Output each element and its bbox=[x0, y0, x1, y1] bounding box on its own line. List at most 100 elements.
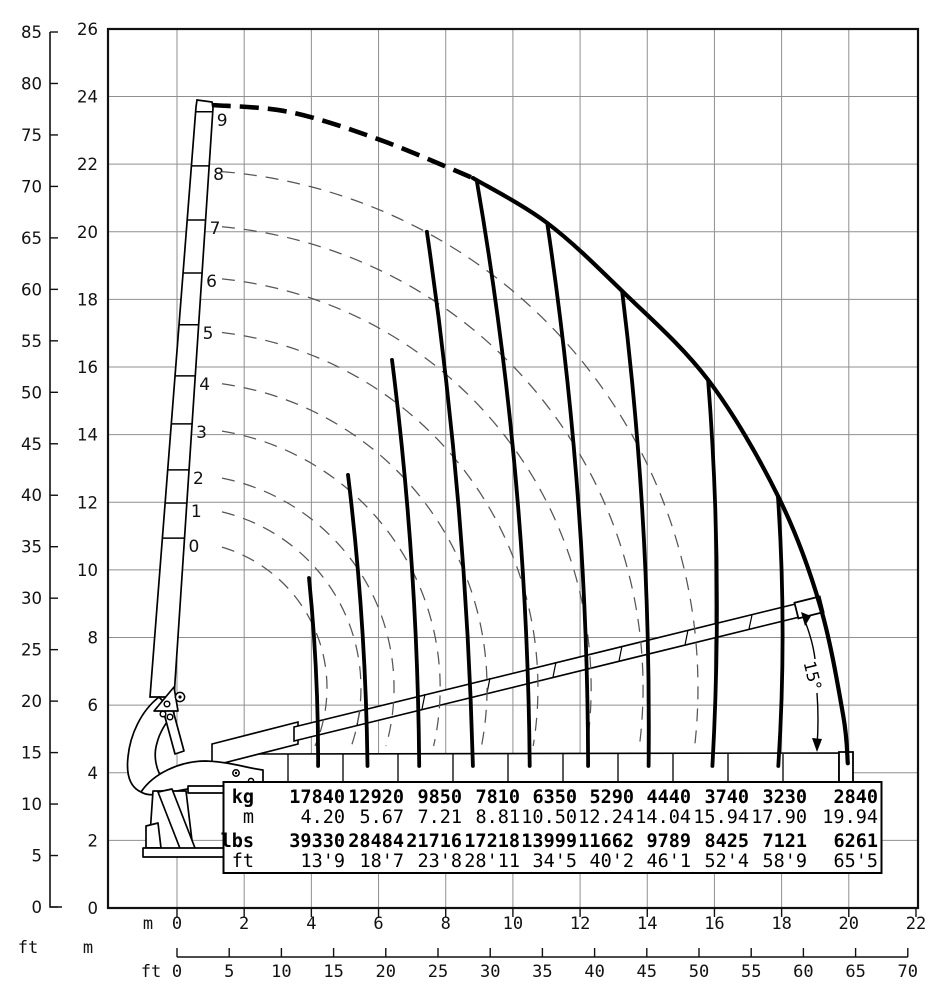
left-ft-tick-label: 60 bbox=[21, 280, 42, 299]
boom-section-number: 4 bbox=[199, 375, 210, 395]
left-ft-tick-label: 20 bbox=[21, 692, 42, 711]
bottom-m-axis: 0 2 4 6 8 10 12 14 16 18 20 22 m bbox=[143, 908, 926, 934]
capacity-value: 2840 bbox=[833, 787, 878, 808]
left-ft-tick-label: 75 bbox=[21, 126, 42, 145]
left-ft-tick-label: 55 bbox=[21, 332, 42, 351]
bottom-m-tick-label: 18 bbox=[771, 914, 791, 934]
left-ft-tick-label: 45 bbox=[21, 435, 42, 454]
capacity-value: 17.90 bbox=[751, 807, 807, 828]
capacity-value: 52'4 bbox=[704, 851, 749, 872]
boom-section-number: 1 bbox=[191, 502, 202, 522]
capacity-value: 17218 bbox=[464, 831, 520, 852]
inclined-boom-segment-divider bbox=[421, 693, 426, 710]
bottom-m-tick-label: 2 bbox=[239, 914, 249, 934]
load-curves bbox=[307, 180, 785, 768]
left-ft-tick-label: 80 bbox=[21, 74, 42, 93]
bottom-ft-tick-label: 60 bbox=[793, 962, 813, 982]
capacity-row-label: ft bbox=[232, 851, 254, 872]
left-ft-tick-label: 10 bbox=[21, 795, 42, 814]
angle-arc-upper bbox=[804, 620, 816, 660]
left-ft-axis-unit: ft bbox=[18, 938, 38, 958]
capacity-value: 11662 bbox=[578, 831, 634, 852]
left-m-tick-label: 14 bbox=[77, 426, 98, 445]
bottom-ft-tick-label: 45 bbox=[637, 962, 657, 982]
arrowhead-down-icon bbox=[812, 738, 822, 752]
capacity-value: 5.67 bbox=[359, 807, 404, 828]
bottom-ft-axis: 0 5 10 15 20 25 30 35 40 45 50 55 60 65 70 ft bbox=[141, 948, 918, 982]
capacity-value: 12.24 bbox=[578, 807, 634, 828]
bottom-ft-tick-label: 5 bbox=[224, 962, 234, 982]
arrowhead-up-icon bbox=[801, 612, 811, 626]
extension-arc bbox=[221, 226, 644, 747]
inclined-boom-body bbox=[293, 596, 821, 743]
left-ft-axis-line bbox=[49, 32, 62, 908]
crane-foot-pad bbox=[145, 822, 162, 849]
capacity-value: 7.21 bbox=[417, 807, 462, 828]
extension-arc bbox=[221, 331, 539, 747]
left-ft-axis: 0 5 10 15 20 25 30 35 40 45 50 55 60 65 70 75 80 85 bbox=[21, 23, 62, 917]
left-ft-tick-label: 40 bbox=[21, 486, 42, 505]
left-ft-tick-label: 65 bbox=[21, 229, 42, 248]
capacity-value: 9850 bbox=[417, 787, 462, 808]
extension-arc bbox=[221, 278, 592, 747]
bottom-ft-tick-label: 25 bbox=[428, 962, 448, 982]
left-ft-tick-label: 15 bbox=[21, 744, 42, 763]
left-m-tick-label: 22 bbox=[77, 155, 98, 174]
capacity-value: 13'9 bbox=[300, 851, 345, 872]
bottom-m-axis-unit: m bbox=[143, 914, 153, 934]
load-curve bbox=[706, 378, 719, 768]
left-ft-tick-label: 50 bbox=[21, 383, 42, 402]
capacity-value: 17840 bbox=[289, 787, 345, 808]
capacity-value: 19.94 bbox=[822, 807, 878, 828]
capacity-value: 23'8 bbox=[417, 851, 462, 872]
pivot-pin bbox=[159, 710, 167, 718]
inclined-boom-segment-divider bbox=[618, 645, 623, 662]
left-ft-tick-label: 85 bbox=[21, 23, 42, 42]
bottom-ft-tick-label: 50 bbox=[689, 962, 709, 982]
boom-section-number: 6 bbox=[206, 272, 217, 292]
capacity-value: 4440 bbox=[646, 787, 691, 808]
left-ft-tick-label: 0 bbox=[32, 898, 43, 917]
capacity-value: 28484 bbox=[348, 831, 404, 852]
load-curve bbox=[390, 358, 422, 768]
bottom-ft-tick-label: 40 bbox=[584, 962, 604, 982]
vertical-boom: 0 1 2 3 4 5 6 7 8 9 bbox=[149, 99, 228, 698]
capacity-value: 4.20 bbox=[300, 807, 345, 828]
bottom-m-tick-label: 0 bbox=[172, 914, 182, 934]
pivot-pin bbox=[166, 713, 174, 721]
bottom-m-tick-label: 16 bbox=[704, 914, 724, 934]
load-curve bbox=[545, 221, 590, 768]
left-ft-tick-label: 70 bbox=[21, 177, 42, 196]
boom-section-number: 9 bbox=[217, 111, 228, 131]
inclined-boom-15deg bbox=[211, 595, 825, 768]
capacity-value: 34'5 bbox=[532, 851, 577, 872]
boom-section-number: 0 bbox=[189, 537, 200, 557]
capacity-value: 39330 bbox=[289, 831, 345, 852]
axis-corner-units: ft m bbox=[18, 938, 93, 958]
extension-arc bbox=[221, 383, 488, 747]
capacity-value: 8425 bbox=[704, 831, 749, 852]
capacity-value: 7121 bbox=[762, 831, 807, 852]
capacity-value: 8.81 bbox=[475, 807, 520, 828]
capacity-value: 21716 bbox=[406, 831, 462, 852]
left-ft-tick-label: 5 bbox=[32, 847, 43, 866]
capacity-row-label: m bbox=[243, 807, 254, 828]
left-m-tick-label: 12 bbox=[77, 493, 98, 512]
inclined-boom-base bbox=[211, 720, 299, 768]
capacity-value: 9789 bbox=[646, 831, 691, 852]
capacity-value: 40'2 bbox=[589, 851, 634, 872]
bottom-ft-tick-label: 30 bbox=[480, 962, 500, 982]
inclined-boom-segment-divider bbox=[684, 629, 689, 646]
bottom-ft-tick-label: 10 bbox=[271, 962, 291, 982]
boom-section-number: 3 bbox=[196, 423, 207, 443]
left-ft-tick-label: 30 bbox=[21, 589, 42, 608]
bottom-ft-tick-label: 65 bbox=[845, 962, 865, 982]
inclined-boom-segment-divider bbox=[748, 614, 753, 630]
capacity-row-label: kg bbox=[232, 787, 254, 808]
extension-arcs bbox=[221, 170, 699, 747]
bottom-m-tick-label: 4 bbox=[306, 914, 316, 934]
capacity-value: 12920 bbox=[348, 787, 404, 808]
reach-envelope bbox=[211, 102, 850, 766]
